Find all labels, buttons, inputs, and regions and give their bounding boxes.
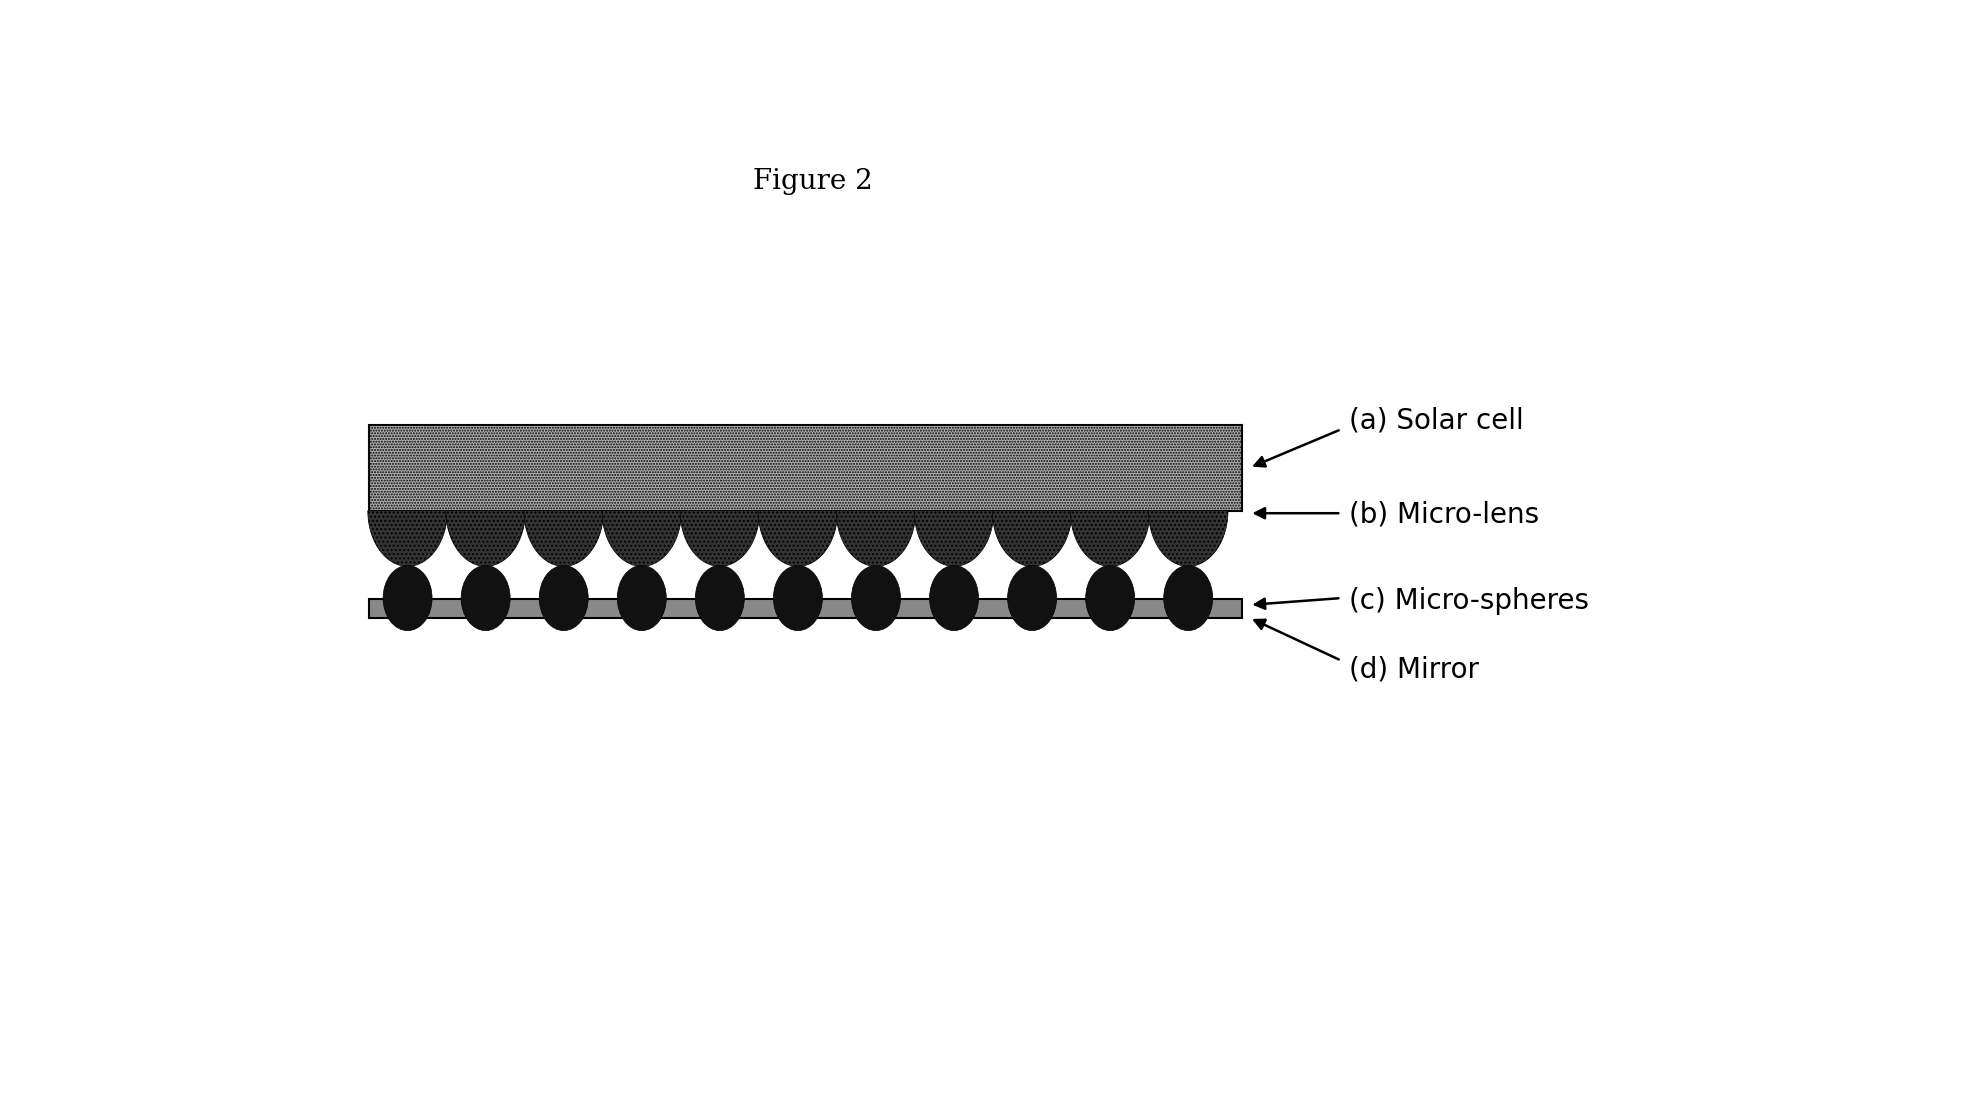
PathPatch shape (1070, 511, 1149, 567)
Ellipse shape (1007, 565, 1057, 631)
PathPatch shape (446, 511, 525, 567)
PathPatch shape (991, 511, 1072, 567)
PathPatch shape (1147, 511, 1228, 567)
Text: (a) Solar cell: (a) Solar cell (1349, 406, 1523, 435)
PathPatch shape (679, 511, 760, 567)
Ellipse shape (1086, 565, 1134, 631)
Text: (d) Mirror: (d) Mirror (1349, 656, 1479, 683)
Text: (c) Micro-spheres: (c) Micro-spheres (1349, 587, 1590, 614)
Ellipse shape (1163, 565, 1213, 631)
PathPatch shape (758, 511, 837, 567)
Ellipse shape (851, 565, 901, 631)
Bar (369, 425, 1242, 511)
Ellipse shape (462, 565, 510, 631)
Text: (b) Micro-lens: (b) Micro-lens (1349, 501, 1539, 529)
PathPatch shape (367, 511, 448, 567)
PathPatch shape (835, 511, 916, 567)
PathPatch shape (523, 511, 604, 567)
PathPatch shape (914, 511, 993, 567)
Ellipse shape (774, 565, 822, 631)
Ellipse shape (930, 565, 978, 631)
Ellipse shape (695, 565, 745, 631)
Bar (369, 599, 1242, 618)
Text: Figure 2: Figure 2 (752, 168, 873, 195)
Ellipse shape (618, 565, 666, 631)
Ellipse shape (383, 565, 433, 631)
PathPatch shape (602, 511, 681, 567)
Ellipse shape (539, 565, 589, 631)
